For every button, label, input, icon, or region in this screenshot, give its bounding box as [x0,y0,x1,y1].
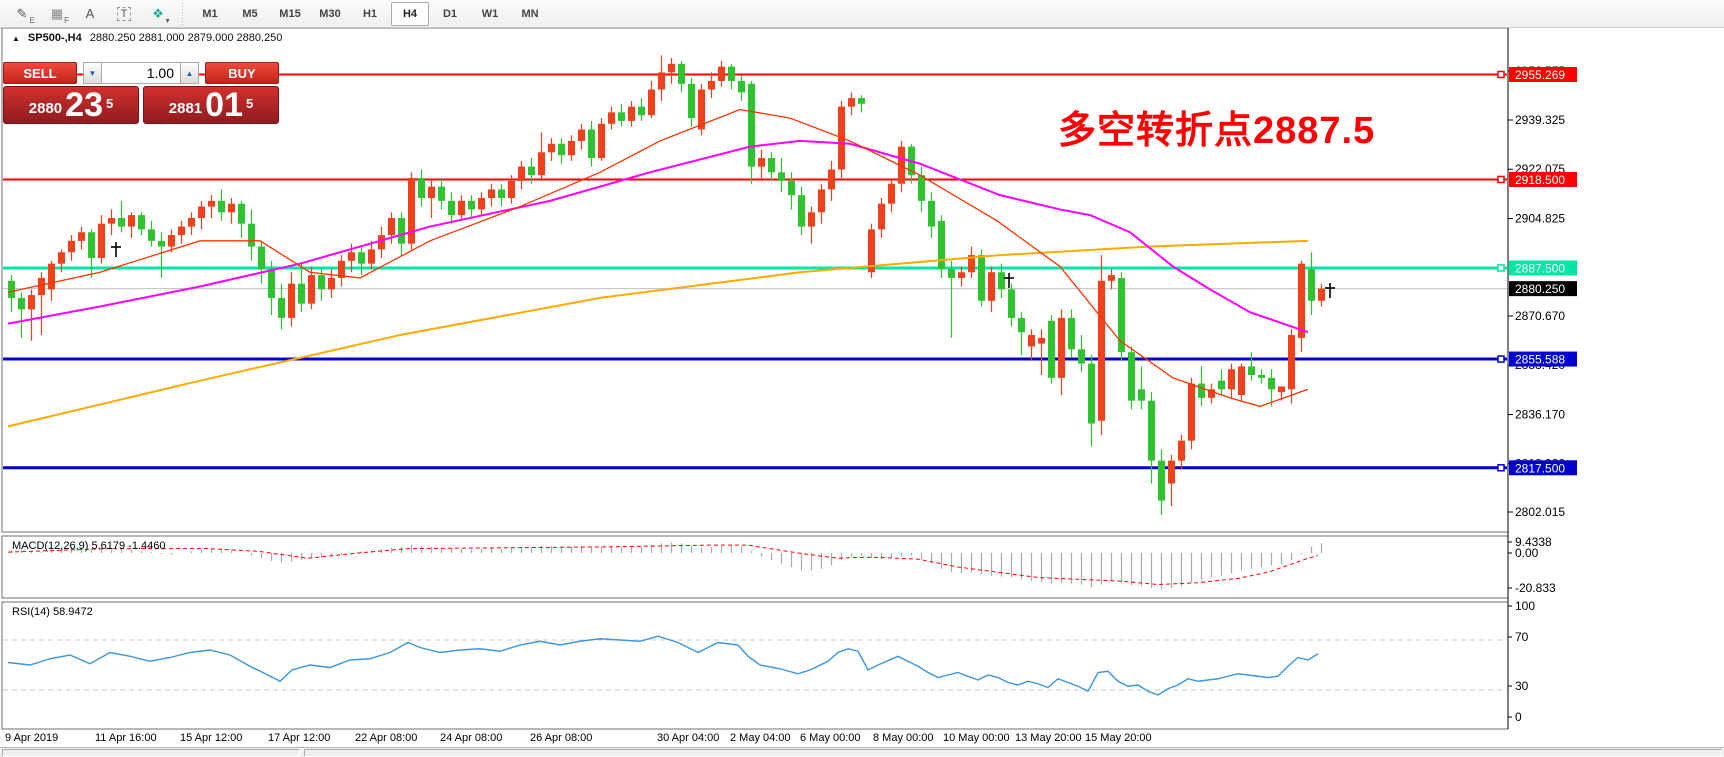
tf-button-w1[interactable]: W1 [481,7,499,20]
svg-text:15 May 20:00: 15 May 20:00 [1085,732,1152,744]
buy-price-box[interactable]: 2881 01 5 [143,86,279,124]
svg-text:2887.500: 2887.500 [1515,261,1565,275]
macd-label: MACD(12,26,9) 5.6179 -1.4460 [12,540,165,552]
svg-text:2 May 04:00: 2 May 04:00 [730,732,791,744]
moving-averages [7,108,1309,428]
svg-text:24 Apr 08:00: 24 Apr 08:00 [440,732,502,744]
status-cell-right [304,749,1722,757]
svg-text:70: 70 [1515,630,1529,644]
svg-text:2904.825: 2904.825 [1515,211,1565,225]
text-box-icon[interactable]: T [108,2,140,26]
svg-text:13 May 20:00: 13 May 20:00 [1015,732,1082,744]
ohlc-values: 2880.250 2881.000 2879.000 2880.250 [89,32,283,44]
svg-text:2955.269: 2955.269 [1515,68,1565,82]
rsi-pane [1,601,1509,730]
objects-dropdown-icon[interactable]: ❖ ▼ [152,5,171,25]
sell-price-sup: 5 [105,96,114,111]
volume-value[interactable]: 1.00 [102,62,180,84]
sell-price-small: 2880 [28,100,63,117]
svg-text:6 May 00:00: 6 May 00:00 [800,732,861,744]
collapse-triangle-icon[interactable]: ▲ [12,33,20,43]
toolbar-separator [180,2,185,25]
sell-price-big: 23 [65,86,103,124]
svg-text:-20.833: -20.833 [1515,581,1556,595]
volume-down-button[interactable]: ▼ [83,62,102,84]
buy-price-sup: 5 [245,96,254,111]
volume-stepper: ▼ 1.00 ▲ [83,62,199,84]
crosshair-style-icon[interactable]: ✎ E [16,5,35,25]
status-bar [0,747,1724,757]
tf-button-m30[interactable]: M30 [319,7,341,20]
chart-text-annotation: 多空转折点2887.5 [1058,110,1376,152]
pencil-icon: ✎ [16,5,28,21]
rsi-label: RSI(14) 58.9472 [12,606,93,618]
svg-text:0.00: 0.00 [1515,546,1539,560]
volume-up-button[interactable]: ▲ [180,62,199,84]
svg-text:9.4338: 9.4338 [1515,535,1552,549]
text-label-icon[interactable]: A [85,6,95,21]
svg-text:2817.500: 2817.500 [1515,461,1565,475]
svg-text:2802.015: 2802.015 [1515,505,1565,519]
buy-price-small: 2881 [168,100,203,117]
svg-text:9 Apr 2019: 9 Apr 2019 [5,732,58,744]
time-axis: 9 Apr 2019 11 Apr 16:00 15 Apr 12:00 17 Apr… [5,732,1152,744]
svg-text:10 May 00:00: 10 May 00:00 [943,732,1010,744]
svg-text:17 Apr 12:00: 17 Apr 12:00 [268,732,330,744]
tf-button-m5[interactable]: M5 [242,7,258,20]
svg-text:26 Apr 08:00: 26 Apr 08:00 [530,732,592,744]
sell-price-box[interactable]: 2880 23 5 [3,86,139,124]
price-badges: 2955.269 2918.500 2887.500 2880.250 2855.588… [1509,66,1577,476]
tf-button-h1[interactable]: H1 [362,7,378,20]
svg-text:30 Apr 04:00: 30 Apr 04:00 [657,732,719,744]
symbol-ohlc-line: ▲ SP500-,H4 2880.250 2881.000 2879.000 2… [12,32,282,44]
one-click-trading-panel: SELL ▼ 1.00 ▲ BUY 2880 23 5 2881 01 5 [3,62,279,124]
symbol-name: SP500-,H4 [27,32,82,44]
tf-button-h4[interactable]: H4 [391,1,429,26]
grid-glyph-icon: ▦ [50,5,63,21]
grid-icon[interactable]: ▦ F [50,5,69,25]
buy-price-big: 01 [205,86,243,124]
level-lines [3,70,1507,472]
cross-markers [111,242,1335,298]
tf-button-m1[interactable]: M1 [202,7,218,20]
macd-pane [1,535,1509,599]
svg-text:8 May 00:00: 8 May 00:00 [873,732,934,744]
svg-text:11 Apr 16:00: 11 Apr 16:00 [95,732,157,744]
svg-text:2836.170: 2836.170 [1515,407,1565,421]
tf-button-m15[interactable]: M15 [279,7,301,20]
svg-text:2918.500: 2918.500 [1515,173,1565,187]
tf-button-mn[interactable]: MN [521,7,539,20]
svg-text:30: 30 [1515,679,1529,693]
svg-text:2870.670: 2870.670 [1515,309,1565,323]
svg-text:0: 0 [1515,710,1522,724]
svg-text:2855.588: 2855.588 [1515,353,1565,367]
buy-button[interactable]: BUY [205,62,279,84]
svg-text:15 Apr 12:00: 15 Apr 12:00 [180,732,242,744]
top-toolbar: ✎ E ▦ F A T ❖ ▼ M1 M5 M15 M30 H1 H4 D1 W1 M… [0,0,1724,28]
svg-text:22 Apr 08:00: 22 Apr 08:00 [355,732,417,744]
svg-text:2939.325: 2939.325 [1515,113,1565,127]
rsi-indicator: RSI(14) 58.9472 100 70 30 0 [3,599,1535,724]
svg-text:2880.250: 2880.250 [1515,282,1565,296]
status-cell-left [2,749,300,757]
candles [8,55,1325,515]
svg-text:100: 100 [1515,599,1535,613]
sell-button[interactable]: SELL [3,62,77,84]
tf-button-d1[interactable]: D1 [442,7,458,20]
